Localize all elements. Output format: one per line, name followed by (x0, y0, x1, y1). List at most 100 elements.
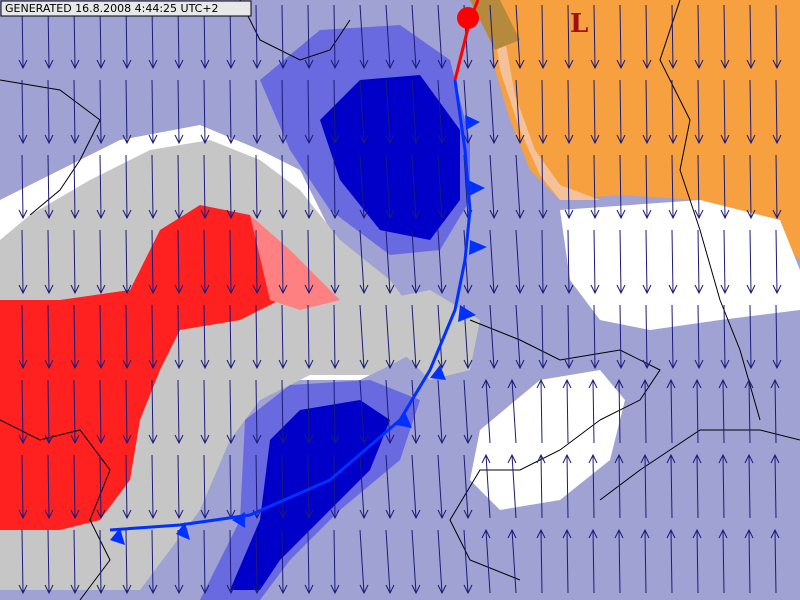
wind-arrow (252, 529, 262, 595)
wind-arrow (359, 454, 369, 520)
wind-arrow (538, 229, 548, 295)
wind-arrow (304, 304, 314, 370)
wind-arrow (174, 529, 184, 595)
wind-arrow (226, 154, 236, 220)
wind-arrow (718, 378, 728, 444)
wind-arrow (200, 529, 210, 595)
pressure-center-label: L (570, 9, 588, 39)
front-semicircle (457, 7, 479, 29)
wind-arrow (359, 79, 369, 145)
wind-arrow (614, 528, 624, 594)
wind-arrow (252, 379, 262, 445)
wind-arrow (278, 454, 288, 520)
wind-arrow (411, 454, 421, 520)
wind-arrow (226, 79, 236, 145)
wind-arrow (744, 453, 754, 519)
wind-arrow (562, 378, 572, 444)
wind-arrow (692, 378, 702, 444)
border (0, 79, 101, 216)
wind-arrow (614, 453, 624, 519)
wind-arrow (359, 304, 369, 370)
wind-arrow (330, 529, 340, 595)
wind-arrow (148, 529, 158, 595)
wind-arrow (746, 154, 756, 220)
wind-arrow (70, 304, 80, 370)
wind-arrow (718, 528, 728, 594)
wind-arrow (411, 4, 421, 70)
wind-arrow (148, 304, 158, 370)
wind-arrow (18, 304, 28, 370)
wind-arrow (642, 154, 652, 220)
wind-arrow (278, 304, 288, 370)
wind-arrow (489, 304, 499, 370)
wind-arrow (564, 304, 574, 370)
wind-arrow (18, 379, 28, 445)
wind-arrow (44, 304, 54, 370)
warm-front (453, 0, 480, 81)
wind-arrow (70, 79, 80, 145)
wind-arrow (148, 229, 158, 295)
wind-arrow (174, 304, 184, 370)
wind-arrow (744, 378, 754, 444)
wind-arrow (666, 528, 676, 594)
wind-arrow (720, 4, 730, 70)
wind-arrow (122, 454, 132, 520)
wind-arrow (437, 529, 447, 595)
wind-arrow (772, 79, 782, 145)
wind-arrow (411, 79, 421, 145)
wind-arrow (96, 454, 106, 520)
wind-arrow (226, 304, 236, 370)
wind-arrow (385, 304, 395, 370)
wind-arrow (385, 4, 395, 70)
wind-arrow (122, 529, 132, 595)
wind-arrow (720, 304, 730, 370)
wind-arrow (590, 154, 600, 220)
neutral-region (560, 200, 800, 330)
wind-arrow (200, 379, 210, 445)
border (469, 319, 661, 421)
wind-arrow (590, 79, 600, 145)
wind-arrow (252, 229, 262, 295)
wind-arrow (564, 4, 574, 70)
border (449, 419, 601, 581)
wind-arrow (278, 229, 288, 295)
wind-arrow (18, 529, 28, 595)
wind-arrow (746, 4, 756, 70)
wind-arrow (481, 378, 491, 444)
wind-arrow (278, 154, 288, 220)
wind-arrow (666, 378, 676, 444)
wind-arrow (489, 229, 499, 295)
wind-arrow (96, 229, 106, 295)
wind-arrow (437, 79, 447, 145)
wind-arrow (148, 79, 158, 145)
wind-arrow (437, 4, 447, 70)
wind-arrow (70, 229, 80, 295)
wind-arrow (304, 454, 314, 520)
wind-arrow (385, 529, 395, 595)
rain-core (320, 75, 460, 240)
wind-arrow (515, 79, 525, 145)
wind-arrow (770, 378, 780, 444)
wind-arrow (70, 154, 80, 220)
wind-arrow (200, 454, 210, 520)
wind-arrow (538, 79, 548, 145)
wind-arrow (200, 229, 210, 295)
wind-arrow (694, 304, 704, 370)
border (0, 419, 111, 600)
wind-arrow (200, 304, 210, 370)
wind-arrow (720, 154, 730, 220)
wind-arrow (515, 304, 525, 370)
wind-arrow (359, 229, 369, 295)
wind-arrow (718, 453, 728, 519)
wind-arrow (330, 229, 340, 295)
wind-arrow (772, 229, 782, 295)
wind-arrow (385, 379, 395, 445)
wind-arrow (96, 529, 106, 595)
wind-arrow (385, 79, 395, 145)
wind-arrow (616, 229, 626, 295)
wind-arrow (304, 529, 314, 595)
wind-arrow (278, 379, 288, 445)
wind-arrow (252, 79, 262, 145)
wind-arrow (746, 304, 756, 370)
